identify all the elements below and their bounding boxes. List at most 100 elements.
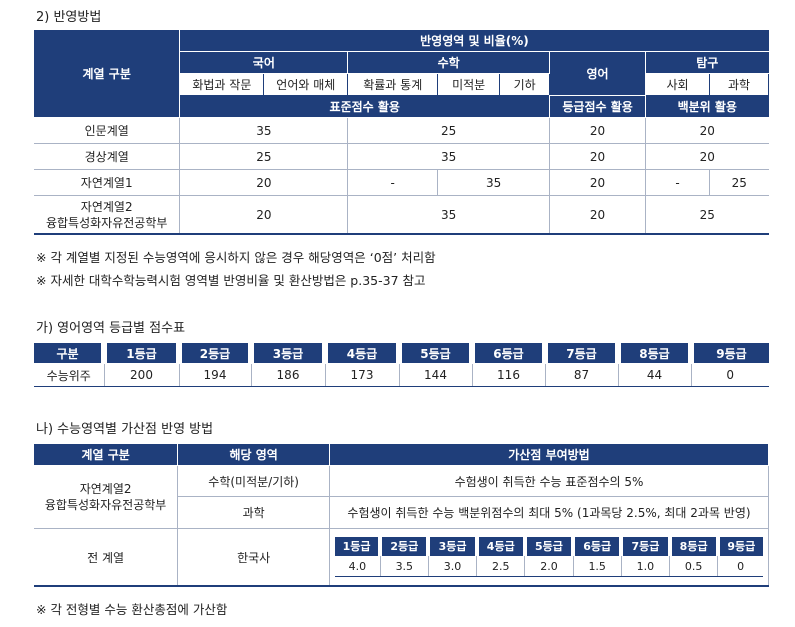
header-inquiry: 탐구 [645,51,769,74]
header-grade-2: 2등급 [179,343,254,364]
row-name: 자연계열2 융합특성화자유전공학부 [34,195,181,235]
kh-grade-5: 5등급 [524,537,576,556]
score-grade-9: 0 [691,363,769,387]
note-zero-score: ※ 각 계열별 지정된 수능영역에 응시하지 않은 경우 해당영역은 ‘0점’ … [36,250,436,265]
header-grade-score: 등급점수 활용 [549,95,647,118]
kh-grade-8: 8등급 [669,537,720,556]
score-grade-1: 200 [104,363,180,387]
header-math-sub3: 기하 [499,73,551,96]
method-science: 수험생이 취득한 수능 백분위점수의 최대 5% (1과목당 2.5%, 최대 … [329,496,769,529]
reflection-ratio-table: 계열 구분 반영영역 및 비율(%) 국어 수학 영어 탐구 화법과 작문 언어… [34,30,770,235]
header-grade-9: 9등급 [691,343,769,364]
cell-english: 20 [549,169,647,196]
score-grade-8: 44 [618,363,692,387]
area-science: 과학 [177,496,330,529]
table-row: 자연계열2 융합특성화자유전공학부 20 35 20 25 [34,195,769,235]
cell-math-stats: - [347,169,439,196]
header-grade-8: 8등급 [618,343,694,364]
header-method: 가산점 부여방법 [329,444,769,466]
header-math: 수학 [347,51,551,74]
score-grade-3: 186 [251,363,326,387]
korean-history-grades: 1등급 2등급 3등급 4등급 5등급 6등급 7등급 8등급 9등급 4.0 … [329,528,769,587]
table-row: 수능위주 200 194 186 173 144 116 87 44 0 [34,363,769,387]
header-grade-7: 7등급 [545,343,621,364]
note-bonus: ※ 각 전형별 수능 환산총점에 가산함 [36,602,228,617]
kh-value-8: 0.5 [669,555,719,577]
cell-math-calc-geo: 35 [437,169,551,196]
header-korean: 국어 [179,51,349,74]
section-heading-bonus: 나) 수능영역별 가산점 반영 방법 [36,422,214,437]
kh-grade-4: 4등급 [476,537,527,556]
row-label: 수능위주 [34,363,105,387]
group-all: 전 계열 [34,528,179,587]
english-grade-table: 구분 1등급 2등급 3등급 4등급 5등급 6등급 7등급 8등급 9등급 수… [34,343,769,387]
korean-history-grade-table: 1등급 2등급 3등급 4등급 5등급 6등급 7등급 8등급 9등급 4.0 … [335,537,763,577]
cell-english: 20 [549,195,647,235]
score-grade-4: 173 [325,363,400,387]
kh-value-3: 3.0 [428,555,478,577]
header-english: 영어 [549,51,647,96]
kh-value-7: 1.0 [621,555,671,577]
header-korean-sub2: 언어와 매체 [263,73,349,96]
kh-value-2: 3.5 [380,555,429,577]
cell-korean: 35 [179,117,349,144]
header-group: 계열 구분 [34,444,179,466]
table-row: 자연계열2 융합특성화자유전공학부 수학(미적분/기하) 수험생이 취득한 수능… [34,465,769,529]
header-math-sub2: 미적분 [437,73,501,96]
group-name-line2: 융합특성화자유전공학부 [44,498,167,512]
cell-english: 20 [549,117,647,144]
header-korean-sub1: 화법과 작문 [179,73,265,96]
header-grade-5: 5등급 [399,343,475,364]
area-math: 수학(미적분/기하) [177,465,330,497]
cell-math: 35 [347,143,551,170]
row-name-line2: 융합특성화자유전공학부 [45,215,168,230]
kh-grade-6: 6등급 [573,537,624,556]
cell-inquiry: 20 [645,143,769,170]
group-name-line1: 자연계열2 [79,482,132,496]
kh-grade-7: 7등급 [621,537,672,556]
header-area: 해당 영역 [177,444,330,466]
header-grade-6: 6등급 [472,343,548,364]
score-grade-2: 194 [179,363,252,387]
note-reference: ※ 자세한 대학수학능력시험 영역별 반영비율 및 환산방법은 p.35-37 … [36,273,426,288]
row-name-line1: 자연계열2 [80,199,133,214]
table-row: 인문계열 35 25 20 20 [34,117,769,144]
kh-grade-3: 3등급 [428,537,479,556]
cell-math: 25 [347,117,551,144]
kh-value-9: 0 [717,555,763,577]
cell-korean: 25 [179,143,349,170]
header-standard-score: 표준점수 활용 [179,95,551,118]
header-inquiry-sub1: 사회 [645,73,710,96]
bonus-points-table: 계열 구분 해당 영역 가산점 부여방법 자연계열2 융합특성화자유전공학부 수… [34,444,769,587]
kh-value-1: 4.0 [335,555,381,577]
score-grade-7: 87 [545,363,619,387]
cell-english: 20 [549,143,647,170]
kh-value-4: 2.5 [476,555,526,577]
cell-inquiry-science: 25 [709,169,769,196]
kh-grade-9: 9등급 [717,537,763,556]
header-group-col: 계열 구분 [34,30,181,118]
cell-inquiry: 20 [645,117,769,144]
header-grade-4: 4등급 [325,343,402,364]
row-name: 경상계열 [34,143,181,170]
score-grade-6: 116 [472,363,546,387]
header-reflection-area: 반영영역 및 비율(%) [179,30,769,52]
kh-value-5: 2.0 [524,555,574,577]
section-heading-method: 2) 반영방법 [36,10,102,25]
table-row: 과학 수험생이 취득한 수능 백분위점수의 최대 5% (1과목당 2.5%, … [34,496,769,529]
header-category: 구분 [34,343,107,364]
header-grade-1: 1등급 [104,343,182,364]
table-row: 자연계열1 20 - 35 20 - 25 [34,169,769,196]
cell-korean: 20 [179,195,349,235]
cell-korean: 20 [179,169,349,196]
kh-value-6: 1.5 [573,555,622,577]
section-heading-english: 가) 영어영역 등급별 점수표 [36,321,186,336]
header-math-sub1: 확률과 통계 [347,73,439,96]
cell-inquiry: 25 [645,195,769,235]
area-korean-history: 한국사 [177,528,330,587]
kh-grade-1: 1등급 [335,537,383,556]
table-row: 경상계열 25 35 20 20 [34,143,769,170]
row-name: 자연계열1 [34,169,181,196]
header-percentile: 백분위 활용 [645,95,769,118]
group-natural2: 자연계열2 융합특성화자유전공학부 [34,465,179,529]
